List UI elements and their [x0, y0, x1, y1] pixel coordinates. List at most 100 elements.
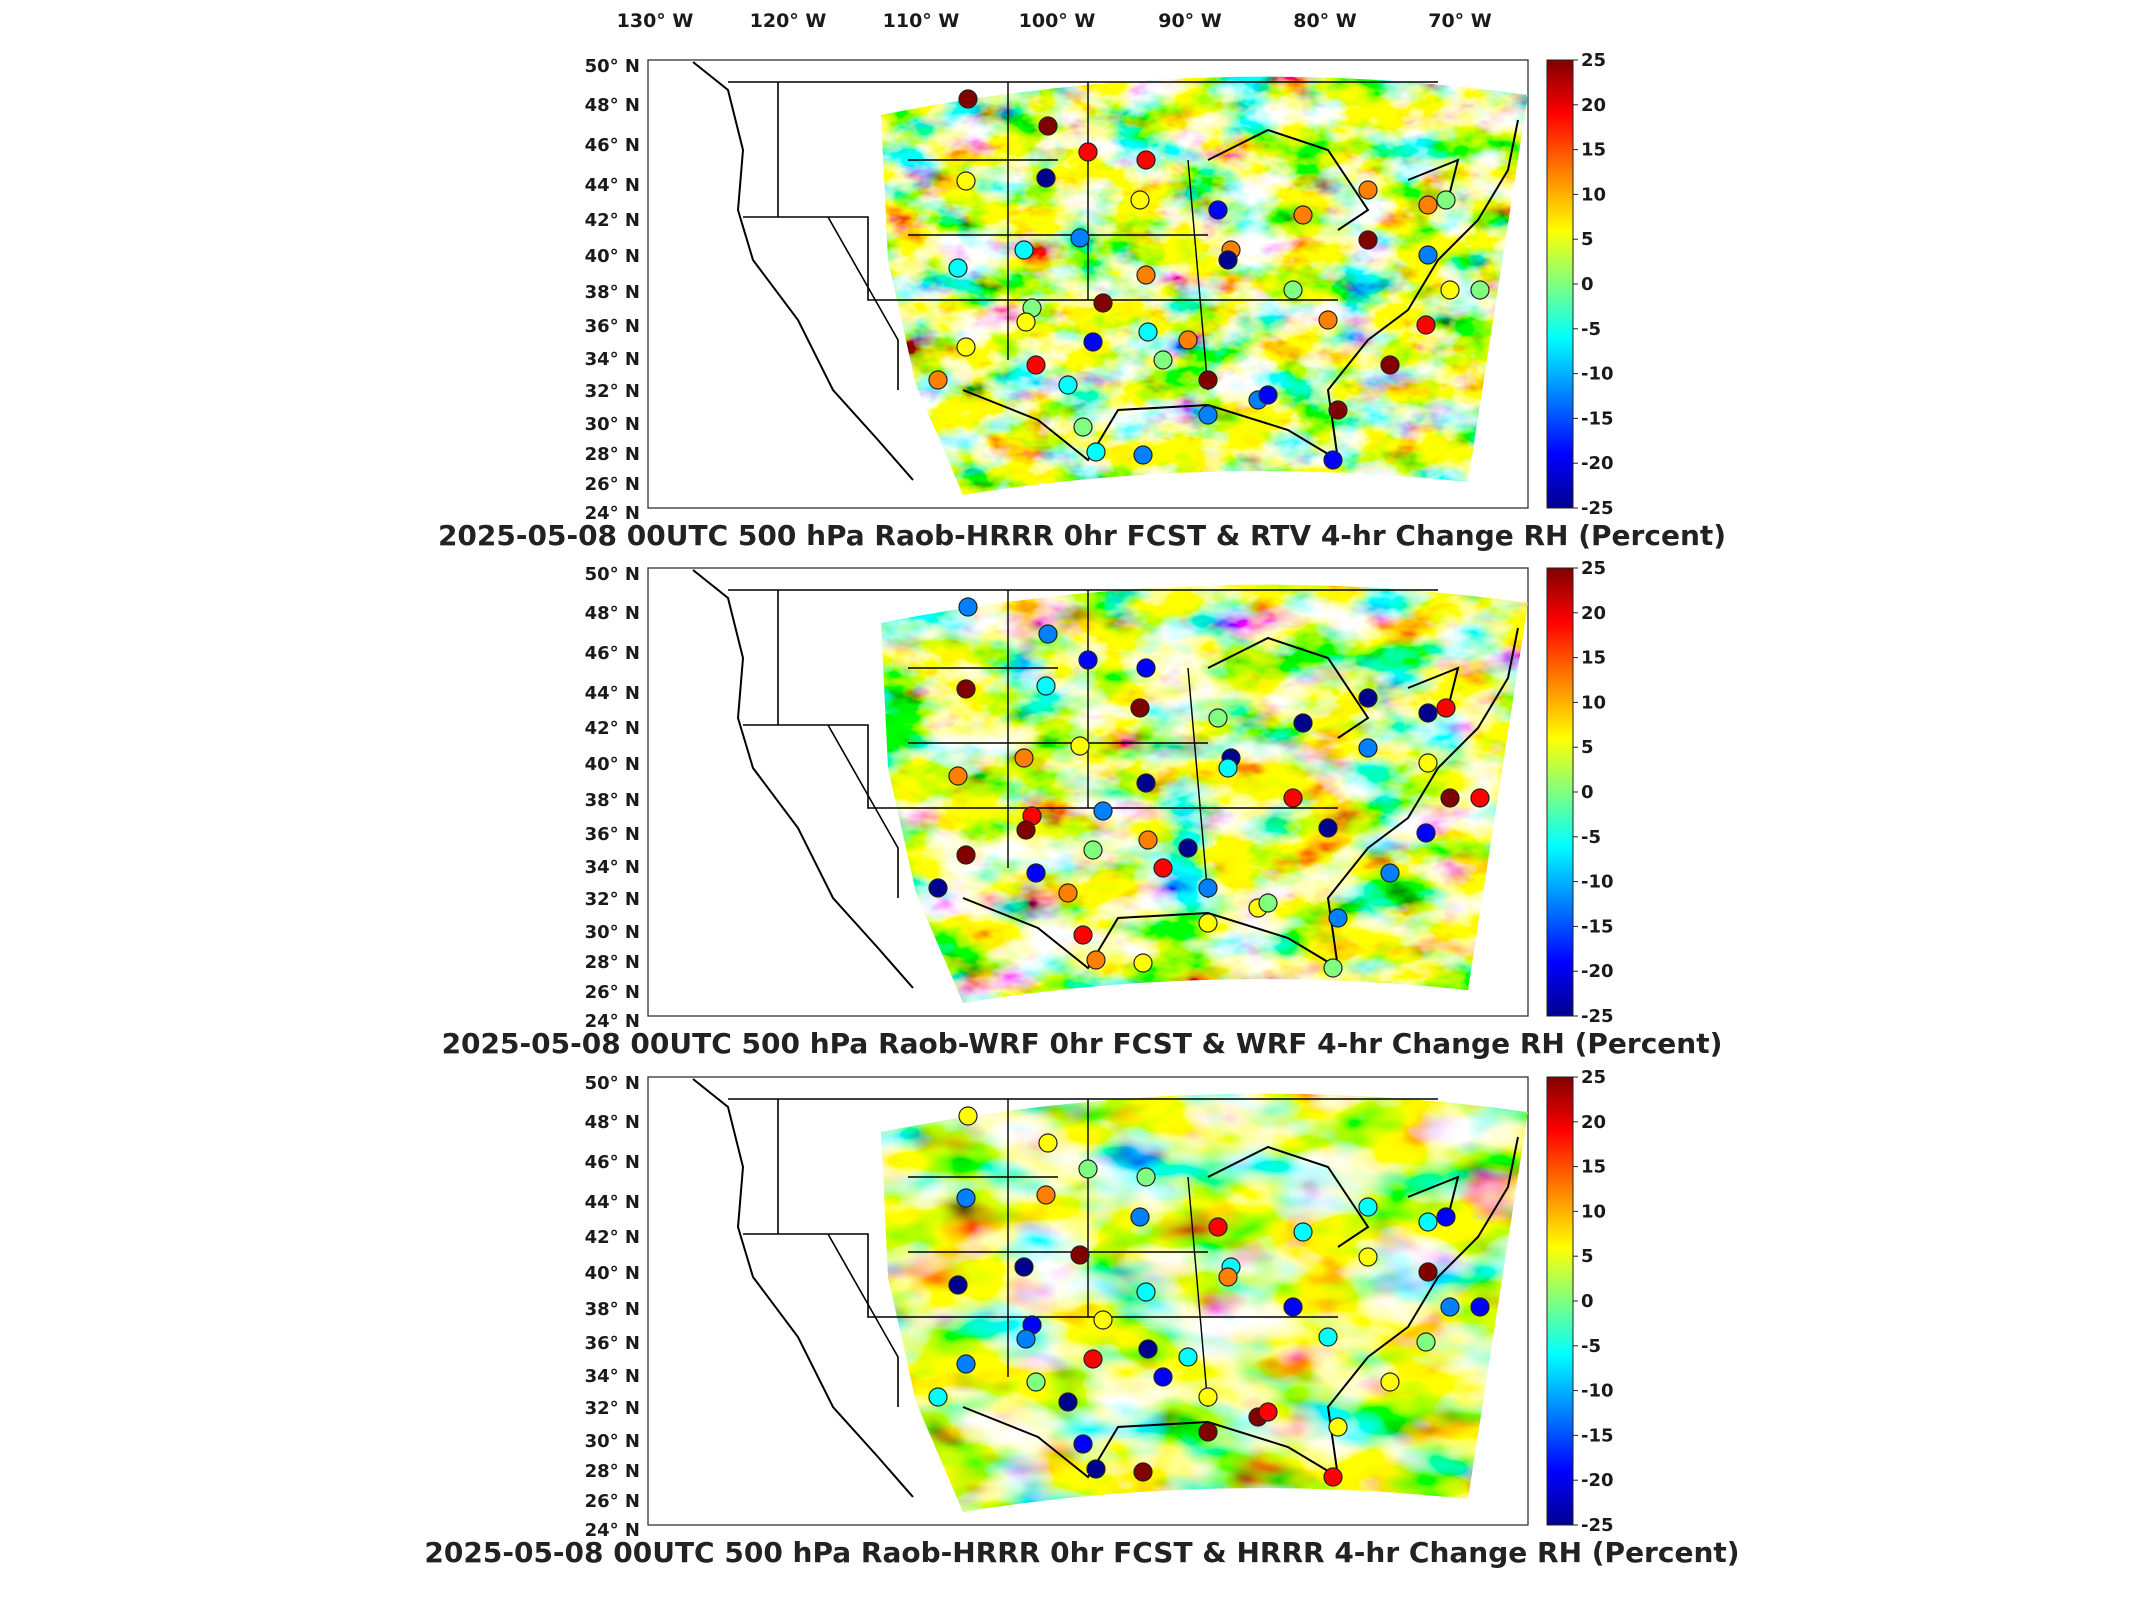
lon-label-130w: 130° W — [617, 10, 694, 32]
colorbar: 25 20 15 10 5 0 -5 -10 -15 -20 -25 — [1546, 558, 1614, 1027]
colorbar-tick-label: -20 — [1581, 1470, 1614, 1491]
station-marker — [1208, 708, 1228, 728]
station-marker — [1026, 863, 1046, 883]
colorbar-tick-label: -20 — [1581, 453, 1614, 474]
station-marker — [1208, 200, 1228, 220]
station-marker — [1470, 1297, 1490, 1317]
lon-label-80w: 80° W — [1293, 10, 1357, 32]
station-marker — [1328, 1417, 1348, 1437]
colorbar-tick-label: 25 — [1581, 558, 1606, 579]
station-marker — [1016, 312, 1036, 332]
colorbar-tick-label: -5 — [1581, 827, 1601, 848]
colorbar-tick-label: -10 — [1581, 364, 1614, 385]
station-marker — [1133, 953, 1153, 973]
station-marker — [1258, 385, 1278, 405]
colorbar-tick-label: 0 — [1581, 782, 1594, 803]
lat-label: 32° N — [585, 381, 640, 402]
lat-label: 40° N — [585, 246, 640, 267]
colorbar-tick-label: 0 — [1581, 1291, 1594, 1312]
lat-label: 28° N — [585, 444, 640, 465]
station-marker — [1416, 823, 1436, 843]
station-marker — [1440, 280, 1460, 300]
lat-label: 36° N — [585, 824, 640, 845]
station-marker — [1436, 698, 1456, 718]
panel-title: 2025-05-08 00UTC 500 hPa Raob-HRRR 0hr F… — [438, 519, 1726, 552]
station-marker — [1318, 1327, 1338, 1347]
lat-label: 38° N — [585, 1299, 640, 1320]
colorbar-tick-label: -10 — [1581, 1381, 1614, 1402]
station-marker — [1136, 150, 1156, 170]
lat-label: 46° N — [585, 135, 640, 156]
lat-label: 28° N — [585, 1461, 640, 1482]
lat-label: 24° N — [585, 503, 640, 524]
station-marker — [1418, 753, 1438, 773]
station-marker — [1436, 1207, 1456, 1227]
station-marker — [1078, 1159, 1098, 1179]
station-marker — [1093, 1310, 1113, 1330]
station-marker — [1218, 250, 1238, 270]
station-marker — [1016, 1329, 1036, 1349]
colorbar-tick-label: 5 — [1581, 1246, 1594, 1267]
station-marker — [1086, 1459, 1106, 1479]
station-marker — [1133, 1462, 1153, 1482]
station-marker — [1293, 205, 1313, 225]
lat-label: 34° N — [585, 1366, 640, 1387]
colorbar-tick-label: -25 — [1581, 1515, 1614, 1536]
lat-label: 42° N — [585, 718, 640, 739]
lon-label-120w: 120° W — [750, 10, 827, 32]
colorbar-gradient — [1546, 59, 1574, 509]
station-marker — [1198, 370, 1218, 390]
station-marker — [1136, 1167, 1156, 1187]
station-marker — [956, 679, 976, 699]
station-marker — [1440, 788, 1460, 808]
station-marker — [1416, 1332, 1436, 1352]
station-marker — [1136, 1282, 1156, 1302]
lon-label-90w: 90° W — [1158, 10, 1222, 32]
station-marker — [1440, 1297, 1460, 1317]
panel-title: 2025-05-08 00UTC 500 hPa Raob-WRF 0hr FC… — [442, 1027, 1723, 1060]
station-marker — [1083, 332, 1103, 352]
station-marker — [948, 1275, 968, 1295]
lat-label: 48° N — [585, 95, 640, 116]
map-panel-3: 50° N 48° N 46° N 44° N 42° N 40° N 38° N 36° N… — [424, 1067, 1739, 1569]
station-marker — [1198, 1387, 1218, 1407]
colorbar-tick-label: 10 — [1581, 184, 1606, 205]
colorbar: 25 20 15 10 5 0 -5 -10 -15 -20 -25 — [1546, 1067, 1614, 1536]
station-marker — [1318, 818, 1338, 838]
station-marker — [1014, 240, 1034, 260]
station-marker — [1136, 658, 1156, 678]
station-marker — [1436, 190, 1456, 210]
longitude-axis: 130° W 120° W 110° W 100° W 90° W 80° W … — [617, 10, 1492, 32]
station-marker — [1083, 840, 1103, 860]
lon-label-70w: 70° W — [1428, 10, 1492, 32]
station-marker — [1358, 688, 1378, 708]
lat-label: 26° N — [585, 1491, 640, 1512]
colorbar-tick-label: 20 — [1581, 95, 1606, 116]
station-marker — [948, 766, 968, 786]
station-marker — [1070, 228, 1090, 248]
station-marker — [1416, 315, 1436, 335]
colorbar-tick-label: 10 — [1581, 692, 1606, 713]
station-marker — [956, 1354, 976, 1374]
station-marker — [956, 845, 976, 865]
station-marker — [956, 1188, 976, 1208]
station-marker — [1078, 650, 1098, 670]
lat-label: 48° N — [585, 1112, 640, 1133]
colorbar-tick-label: 20 — [1581, 1112, 1606, 1133]
station-marker — [1038, 116, 1058, 136]
station-marker — [1380, 863, 1400, 883]
map-panel-1: 50° N 48° N 46° N 44° N 42° N 40° N 38° N 36° N… — [438, 50, 1726, 552]
colorbar-tick-label: 0 — [1581, 274, 1594, 295]
lat-label: 26° N — [585, 982, 640, 1003]
latitude-axis: 50° N 48° N 46° N 44° N 42° N 40° N 38° N 36° N… — [585, 1073, 640, 1541]
lat-label: 50° N — [585, 564, 640, 585]
raob-stations — [928, 597, 1490, 978]
lon-label-100w: 100° W — [1019, 10, 1096, 32]
station-marker — [1218, 1267, 1238, 1287]
colorbar-gradient — [1546, 567, 1574, 1017]
station-marker — [1178, 838, 1198, 858]
colorbar-tick-label: -15 — [1581, 916, 1614, 937]
station-marker — [1133, 445, 1153, 465]
panels: 50° N 48° N 46° N 44° N 42° N 40° N 38° N 36° N… — [424, 50, 1739, 1569]
